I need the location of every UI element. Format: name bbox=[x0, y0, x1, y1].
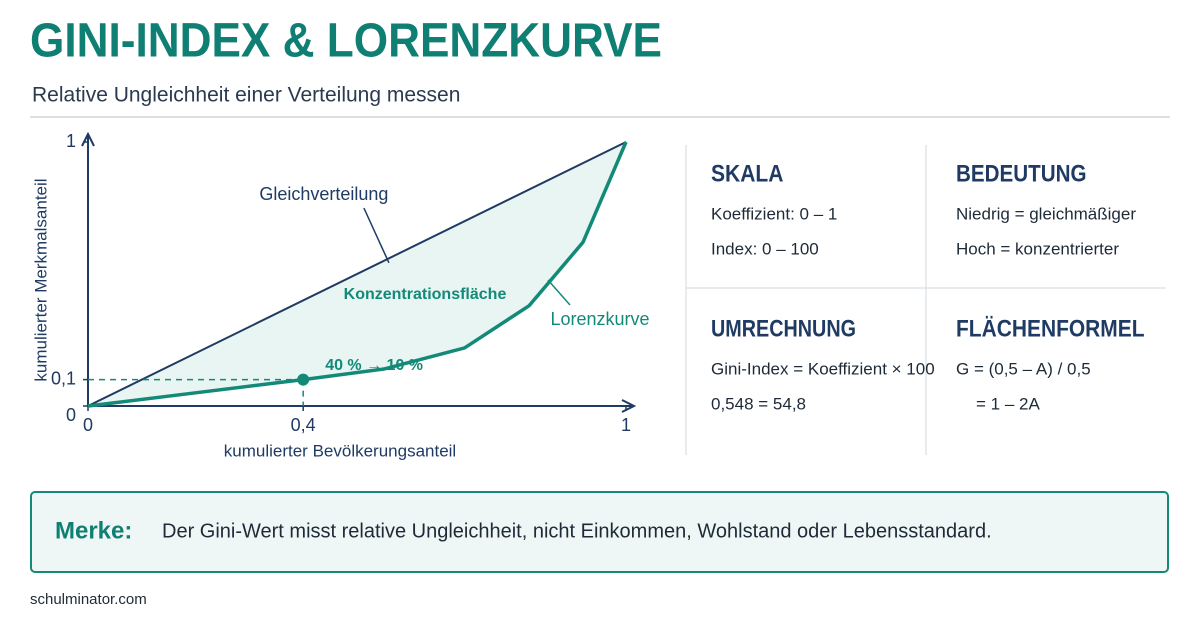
panel-text: = 1 – 2A bbox=[976, 394, 1040, 413]
panel-text: Niedrig = gleichmäßiger bbox=[956, 204, 1136, 223]
series-label: Gleichverteilung bbox=[259, 184, 388, 204]
leader-line bbox=[547, 279, 571, 306]
note-box bbox=[30, 491, 1169, 573]
panel-text: G = (0,5 – A) / 0,5 bbox=[956, 359, 1091, 378]
leader-line bbox=[363, 207, 390, 264]
panel-text: Index: 0 – 100 bbox=[711, 239, 819, 258]
panel-text: 0,548 = 54,8 bbox=[711, 394, 806, 413]
panel-text: Gini-Index = Koeffizient × 100 bbox=[711, 359, 935, 378]
series-label: Lorenzkurve bbox=[550, 309, 649, 329]
area-label: Konzentrationsfläche bbox=[344, 286, 507, 303]
footer: schulminator.com bbox=[30, 591, 147, 608]
x-tick-label: 0,4 bbox=[291, 415, 316, 435]
note-label: Merke: bbox=[55, 517, 132, 544]
y-tick-label: 0,1 bbox=[51, 368, 76, 388]
panel-heading: UMRECHNUNG bbox=[711, 315, 856, 342]
y-tick-label: 0 bbox=[66, 405, 76, 425]
panel-text: Hoch = konzentrierter bbox=[956, 239, 1119, 258]
y-tick-label: 1 bbox=[66, 131, 76, 151]
series-line bbox=[87, 141, 627, 407]
panel-heading: BEDEUTUNG bbox=[956, 160, 1087, 187]
panel-heading: FLÄCHENFORMEL bbox=[956, 315, 1145, 342]
subtitle: Relative Ungleichheit einer Verteilung m… bbox=[32, 84, 460, 107]
annotation: 40 % → 10 % bbox=[325, 357, 423, 374]
y-axis-label: kumulierter Merkmalsanteil bbox=[31, 178, 50, 381]
series-line bbox=[87, 141, 628, 408]
x-tick-label: 1 bbox=[621, 415, 631, 435]
highlight-point bbox=[297, 373, 310, 386]
note-text: Der Gini-Wert misst relative Ungleichhei… bbox=[162, 520, 992, 542]
x-tick-label: 0 bbox=[83, 415, 93, 435]
panel-heading: SKALA bbox=[711, 160, 784, 187]
x-axis-label: kumulierter Bevölkerungsanteil bbox=[224, 441, 456, 460]
title: GINI-INDEX & LORENZKURVE bbox=[30, 15, 662, 68]
panel-text: Koeffizient: 0 – 1 bbox=[711, 204, 837, 223]
